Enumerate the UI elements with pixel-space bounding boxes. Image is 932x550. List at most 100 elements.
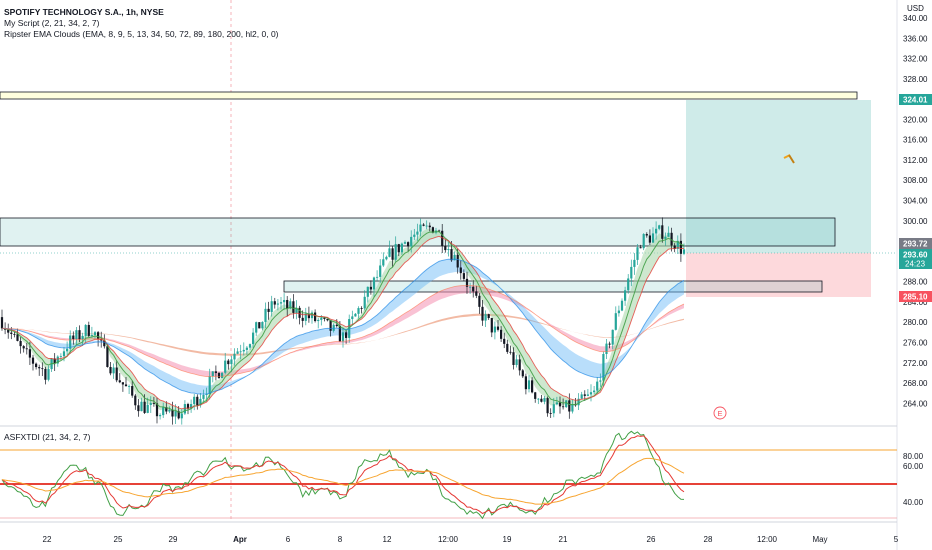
time-tick: 22 (43, 535, 52, 544)
support-zone[interactable] (283, 280, 823, 293)
candle-body (190, 404, 193, 409)
time-tick: 29 (169, 535, 178, 544)
candle-body (379, 265, 382, 277)
candle-body (397, 244, 400, 253)
candle-body (627, 278, 630, 291)
candle-body (165, 407, 168, 412)
time-axis[interactable]: 22 25 29 Apr 6 8 12 12:00 19 21 26 28 12:00 May 5 (43, 535, 899, 544)
candle-body (571, 404, 574, 412)
candle-body (614, 313, 617, 330)
candle-body (338, 326, 341, 342)
candle-body (90, 334, 93, 336)
candle-body (242, 349, 245, 352)
candle-body (131, 386, 134, 396)
upper-level-box[interactable] (0, 91, 858, 100)
price-tick: 280.00 (903, 318, 928, 327)
candle-body (642, 234, 645, 249)
time-tick: 6 (286, 535, 291, 544)
candle-body (493, 326, 496, 333)
candle-body (273, 301, 276, 305)
candle-body (186, 404, 190, 409)
candle-body (611, 329, 614, 345)
candle-body (16, 334, 19, 341)
candle-body (667, 232, 670, 237)
candle-body (258, 322, 261, 329)
candle-body (329, 320, 332, 331)
price-axis[interactable]: USD 340.00336.00332.00328.00324.00320.00… (903, 4, 928, 408)
price-tick: 340.00 (903, 14, 928, 23)
candle-body (552, 404, 555, 414)
candle-body (159, 415, 162, 417)
symbol-title[interactable]: SPOTIFY TECHNOLOGY S.A., 1h, NYSE (4, 7, 164, 17)
time-tick: 26 (647, 535, 656, 544)
candle-body (84, 324, 87, 336)
candle-body (87, 324, 90, 336)
price-tick: 284.00 (903, 298, 928, 307)
candle-body (636, 247, 639, 260)
candle-body (543, 398, 546, 402)
candle-body (596, 381, 599, 391)
candle-body (524, 376, 527, 390)
time-tick: 12:00 (757, 535, 778, 544)
stop-zone[interactable] (686, 253, 871, 297)
candle-body (128, 386, 131, 387)
price-tick: 300.00 (903, 217, 928, 226)
candle-body (270, 301, 273, 312)
candle-body (484, 314, 487, 321)
candle-body (583, 394, 586, 396)
candle-body (500, 329, 503, 339)
arrow-annotation[interactable] (783, 154, 795, 164)
candle-body (549, 413, 552, 415)
candle-body (512, 352, 515, 365)
candle-body (555, 402, 558, 405)
price-tick: 276.00 (903, 338, 928, 347)
candle-body (589, 392, 593, 395)
candle-body (376, 276, 379, 278)
candle-body (403, 242, 407, 244)
candle-body (106, 346, 109, 368)
osc-tick: 80.00 (903, 452, 924, 461)
ema-8-line (1, 231, 685, 414)
candle-body (103, 340, 106, 347)
candle-body (217, 373, 221, 379)
candle-body (385, 256, 388, 260)
candle-body (605, 343, 608, 354)
indicator-asfxtdi[interactable]: ASFXTDI (21, 34, 2, 7) (4, 432, 91, 442)
candle-body (25, 348, 28, 350)
time-tick: 19 (503, 535, 512, 544)
candle-body (13, 333, 16, 335)
candle-body (109, 367, 112, 374)
candle-body (428, 225, 431, 228)
candle-body (648, 235, 651, 243)
candle-body (245, 347, 248, 350)
candle-body (193, 396, 196, 405)
candle-body (261, 321, 264, 329)
candle-body (310, 312, 314, 319)
indicator-my-script[interactable]: My Script (2, 21, 34, 2, 7) (4, 18, 100, 28)
candle-body (199, 398, 202, 406)
candle-body (19, 340, 22, 347)
candle-body (155, 403, 159, 417)
candle-body (211, 371, 214, 377)
current-price-badge: 293.60 24:23 (899, 249, 932, 269)
target-zone[interactable] (686, 100, 871, 253)
candle-body (407, 242, 410, 247)
candle-body (152, 403, 155, 404)
candle-body (298, 307, 301, 318)
candle-body (53, 358, 56, 364)
candle-body (143, 401, 146, 413)
candle-body (162, 407, 165, 416)
candle-body (658, 225, 661, 229)
indicator-ema-clouds[interactable]: Ripster EMA Clouds (EMA, 8, 9, 5, 13, 34… (4, 29, 279, 39)
last-price-badge: 293.72 (899, 238, 932, 249)
earnings-marker[interactable]: E (713, 406, 727, 420)
candle-body (233, 353, 236, 360)
candle-body (314, 312, 317, 322)
candle-body (134, 395, 137, 406)
candle-body (149, 403, 152, 405)
candle-body (345, 332, 348, 338)
candle-body (56, 356, 59, 364)
candle-body (279, 302, 283, 304)
